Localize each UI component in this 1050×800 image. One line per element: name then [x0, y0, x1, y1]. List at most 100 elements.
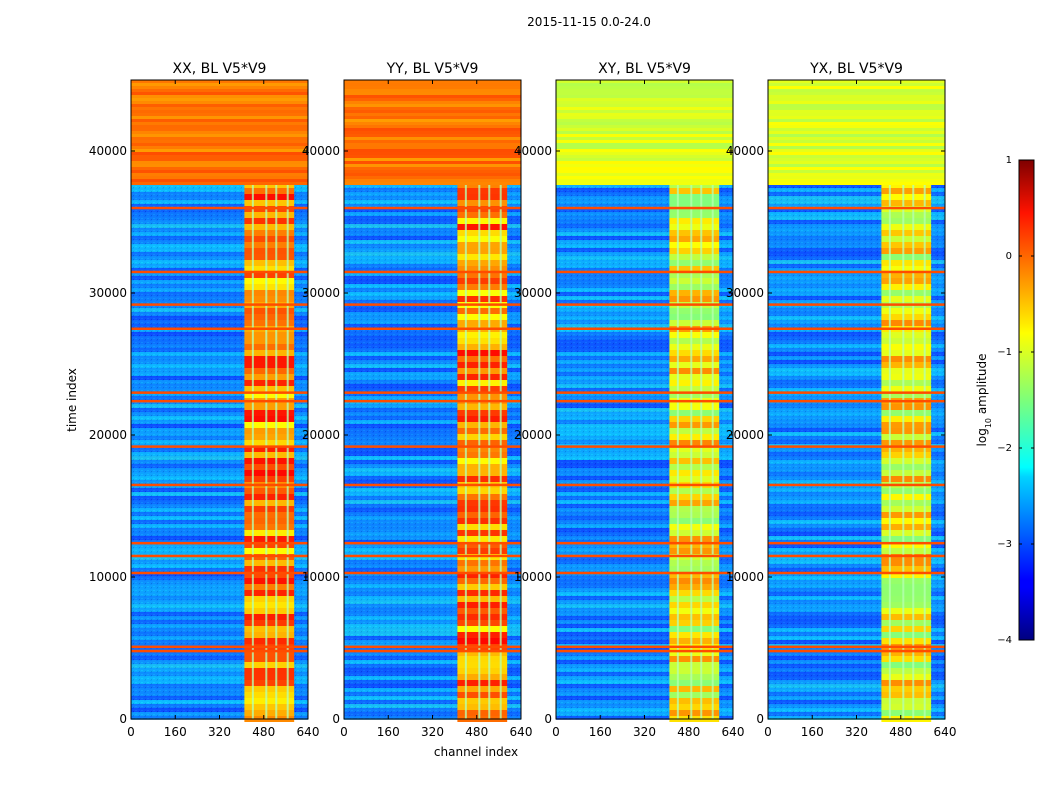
heatmap-row [768, 640, 945, 644]
high-band-cell [669, 416, 720, 422]
heatmap-row [556, 704, 733, 708]
heatmap-row [556, 340, 733, 344]
heatmap-row [131, 432, 308, 436]
high-band-cell [457, 530, 508, 536]
high-time-row [344, 119, 521, 122]
high-band-cell [457, 404, 508, 410]
heatmap-row [131, 212, 308, 216]
heatmap-row [131, 320, 308, 324]
x-tick-label: 640 [722, 725, 745, 739]
heatmap-row [344, 276, 521, 280]
high-band-cell [457, 464, 508, 470]
heatmap-row [344, 184, 521, 188]
high-time-row [556, 137, 733, 140]
high-band-cell [244, 650, 295, 656]
high-band-cell [457, 374, 508, 380]
heatmap-row [556, 684, 733, 688]
heatmap-row [131, 608, 308, 612]
heatmap-row [344, 220, 521, 224]
high-band-cell [457, 446, 508, 452]
x-tick-label: 0 [552, 725, 560, 739]
heatmap-row [768, 364, 945, 368]
high-band-cell [457, 188, 508, 194]
heatmap-row [768, 340, 945, 344]
heatmap-row [131, 196, 308, 200]
heatmap-row [556, 416, 733, 420]
heatmap-row [556, 488, 733, 492]
heatmap-row [556, 608, 733, 612]
x-tick-label: 480 [677, 725, 700, 739]
heatmap-row [344, 396, 521, 400]
high-time-row [768, 119, 945, 122]
high-band-cell [881, 632, 932, 638]
high-time-row [344, 182, 521, 185]
heatmap-row [344, 260, 521, 264]
heatmap-row [768, 476, 945, 480]
high-time-row [768, 137, 945, 140]
heatmap-row [131, 236, 308, 240]
high-time-row [344, 170, 521, 173]
y-axis-label: time index [65, 368, 79, 432]
high-time-row [768, 143, 945, 146]
heatmap-row [344, 384, 521, 388]
high-time-row [131, 92, 308, 95]
heatmap-row [556, 456, 733, 460]
heatmap-row [556, 596, 733, 600]
y-tick-label: 0 [544, 712, 552, 726]
heatmap-row [768, 544, 945, 548]
heatmap-row [556, 640, 733, 644]
heatmap-row [768, 392, 945, 396]
heatmap-row [556, 208, 733, 212]
high-band-cell [881, 314, 932, 320]
heatmap-row [344, 208, 521, 212]
high-band-cell [669, 692, 720, 698]
high-band-cell [244, 686, 295, 692]
high-band-cell [669, 626, 720, 632]
high-band-cell [669, 488, 720, 494]
high-band-cell [244, 200, 295, 206]
heatmap-row [768, 344, 945, 348]
heatmap-row [556, 332, 733, 336]
heatmap-row [768, 452, 945, 456]
high-time-row [344, 83, 521, 86]
high-time-row [131, 113, 308, 116]
heatmap-row [344, 244, 521, 248]
high-band-cell [244, 620, 295, 626]
high-band-cell [669, 620, 720, 626]
heatmap-row [556, 576, 733, 580]
x-axis-label: channel index [434, 745, 518, 759]
high-band-cell [244, 296, 295, 302]
heatmap-row [344, 536, 521, 540]
heatmap-row [768, 692, 945, 696]
heatmap-row [556, 428, 733, 432]
heatmap-row [131, 288, 308, 292]
heatmap-row [131, 412, 308, 416]
high-time-row [344, 95, 521, 98]
high-band-cell [881, 674, 932, 680]
high-band-cell [457, 590, 508, 596]
heatmap-row [131, 660, 308, 664]
heatmap-row [768, 704, 945, 708]
heatmap-row [556, 664, 733, 668]
high-band-cell [244, 446, 295, 452]
high-band-cell [244, 344, 295, 350]
high-time-row [556, 128, 733, 131]
heatmap-row [344, 192, 521, 196]
heatmap-row [131, 408, 308, 412]
heatmap-row [131, 560, 308, 564]
high-time-row [768, 89, 945, 92]
heatmap-row [768, 200, 945, 204]
band-stripe [265, 80, 268, 719]
high-band-cell [881, 470, 932, 476]
bright-row [556, 483, 733, 487]
high-band-cell [244, 404, 295, 410]
high-time-row [131, 158, 308, 161]
heatmap-row [344, 516, 521, 520]
heatmap-row [344, 388, 521, 392]
high-band-cell [881, 224, 932, 230]
x-tick-label: 0 [340, 725, 348, 739]
heatmap-row [768, 272, 945, 276]
heatmap-row [131, 476, 308, 480]
heatmap-row [768, 216, 945, 220]
heatmap-row [556, 392, 733, 396]
